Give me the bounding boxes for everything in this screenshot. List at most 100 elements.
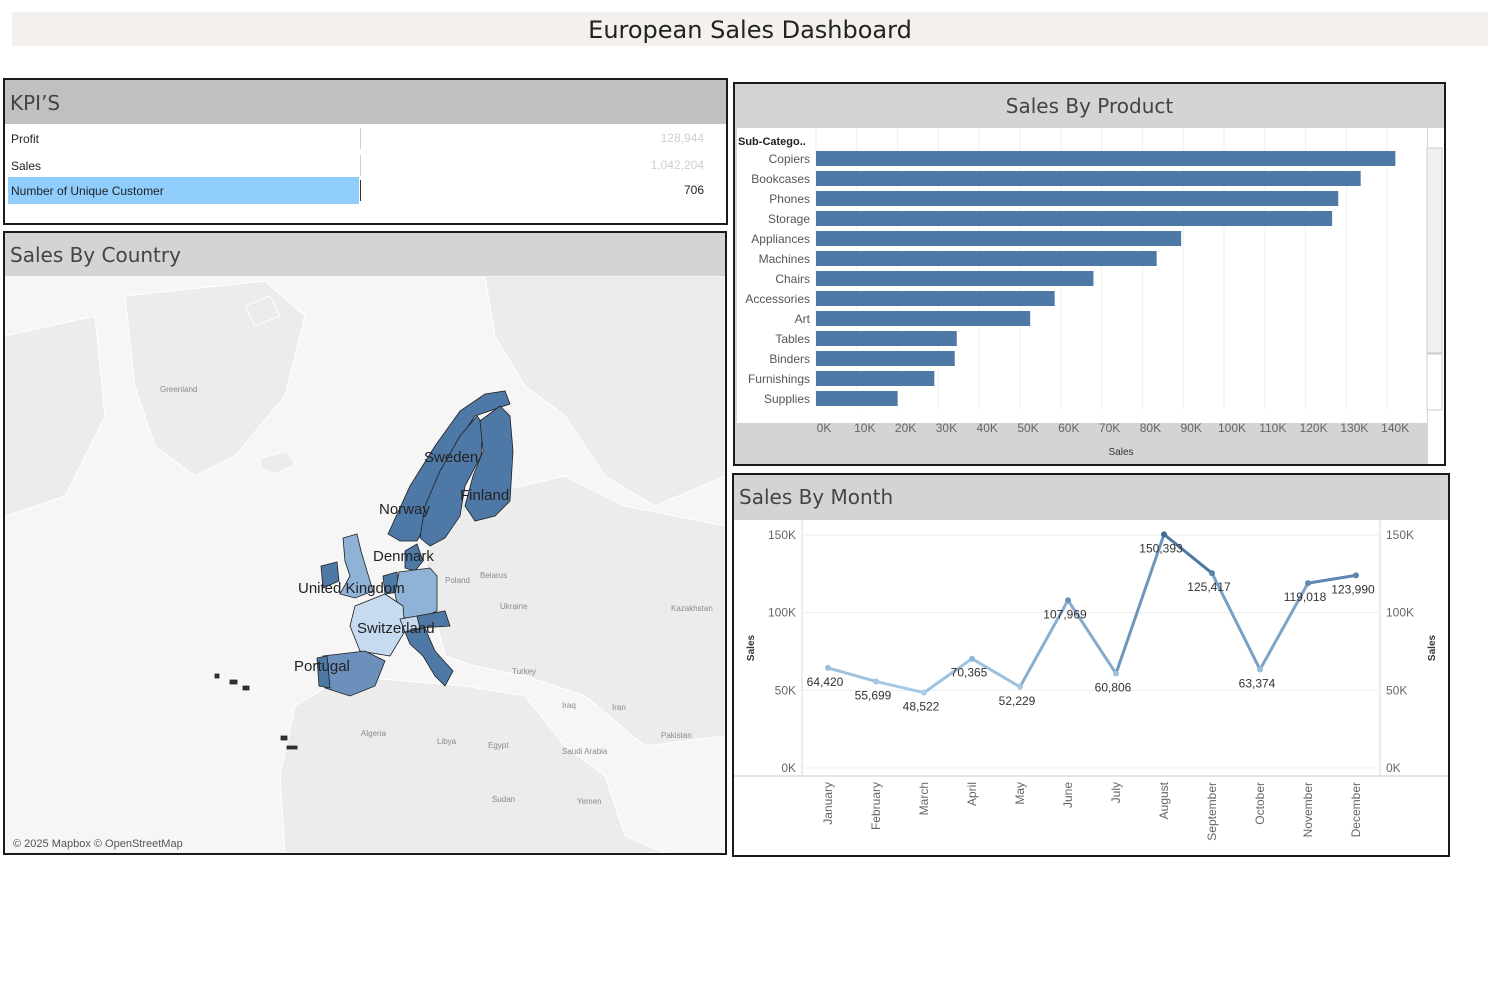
data-point[interactable]: [1161, 531, 1167, 538]
data-point[interactable]: [1257, 666, 1263, 673]
bar[interactable]: [816, 311, 1031, 326]
month-label: September: [1205, 782, 1219, 841]
month-label: February: [869, 782, 883, 830]
kpi-label: Number of Unique Customer: [11, 184, 164, 198]
data-point[interactable]: [1065, 597, 1071, 604]
data-point[interactable]: [825, 664, 831, 671]
country-label-portugal: Portugal: [294, 658, 350, 675]
data-point[interactable]: [969, 655, 975, 662]
map-label: Yemen: [577, 797, 602, 806]
island: [229, 679, 238, 685]
month-label: March: [917, 782, 931, 815]
map-label: Algeria: [361, 729, 386, 738]
category-label: Phones: [769, 192, 810, 206]
island: [242, 685, 250, 691]
category-label: Appliances: [751, 232, 810, 246]
country-france: [349, 593, 406, 657]
month-line-segments: [826, 532, 1358, 695]
bar[interactable]: [816, 351, 955, 366]
x-tick-label: 40K: [977, 421, 998, 435]
data-point[interactable]: [1113, 670, 1119, 677]
month-left-y-title: Sales: [746, 634, 757, 661]
month-line-chart[interactable]: 0K 0K 50K 50K 100K 100K 150K 150K Sales Sales 6…: [734, 520, 1448, 855]
bar[interactable]: [816, 291, 1055, 306]
data-point[interactable]: [1209, 570, 1215, 577]
month-right-y-title: Sales: [1427, 634, 1438, 661]
line-segment: [1066, 598, 1118, 676]
sales-by-product-panel: Sales By Product Sub-Catego.. Copiers Boo…: [733, 82, 1446, 466]
right-y-tick-label: 50K: [1386, 683, 1407, 697]
line-segment: [1162, 532, 1214, 575]
x-tick-label: 20K: [895, 421, 916, 435]
country-denmark: [404, 543, 424, 572]
data-point[interactable]: [1017, 683, 1023, 690]
bar[interactable]: [816, 171, 1361, 186]
map-label: Iraq: [562, 701, 576, 710]
map-background-labels: Greenland Poland Belarus Ukraine Kazakhs…: [160, 385, 713, 806]
kpi-title: KPI’S: [10, 91, 61, 115]
island: [280, 735, 288, 741]
category-label: Bookcases: [751, 172, 810, 186]
map-label: Ukraine: [500, 602, 528, 611]
month-label: August: [1157, 781, 1171, 819]
kpi-row-unique-customers[interactable]: Number of Unique Customer 706: [8, 177, 708, 204]
kpi-row-profit[interactable]: Profit 128,944: [8, 125, 708, 152]
category-label: Copiers: [769, 152, 810, 166]
kpi-bar-marker: [360, 180, 361, 201]
x-tick-label: 70K: [1099, 421, 1120, 435]
scrollbar-track[interactable]: [1426, 147, 1443, 354]
data-label: 150,393: [1139, 541, 1183, 555]
island: [286, 745, 298, 750]
category-label: Furnishings: [748, 372, 810, 386]
x-tick-label: 80K: [1140, 421, 1161, 435]
map-countries[interactable]: [214, 390, 514, 750]
bar[interactable]: [816, 191, 1339, 206]
category-label: Art: [795, 312, 811, 326]
dashboard-title-bar: European Sales Dashboard: [12, 12, 1488, 46]
kpi-header: KPI’S: [5, 80, 726, 124]
data-label: 107,969: [1043, 607, 1087, 621]
bar[interactable]: [816, 331, 957, 346]
europe-map[interactable]: Greenland Poland Belarus Ukraine Kazakhs…: [5, 276, 725, 853]
x-tick-label: 130K: [1340, 421, 1368, 435]
bar[interactable]: [816, 391, 898, 406]
bar[interactable]: [816, 151, 1396, 166]
map-label: Pakistan: [661, 731, 692, 740]
data-point[interactable]: [1305, 580, 1311, 587]
data-label: 123,990: [1331, 582, 1375, 596]
country-title: Sales By Country: [10, 243, 181, 267]
map-credit: © 2025 Mapbox © OpenStreetMap: [13, 838, 183, 850]
x-tick-label: 10K: [854, 421, 875, 435]
country-portugal: [316, 655, 331, 689]
map-label: Kazakhstan: [671, 604, 713, 613]
country-spain: [322, 650, 386, 697]
product-category-labels: Copiers Bookcases Phones Storage Appliances M…: [745, 152, 810, 406]
data-point[interactable]: [921, 689, 927, 696]
bar[interactable]: [816, 371, 935, 386]
sales-by-month-panel: Sales By Month 0K 0K 50K 50K 100K 100K 150K 150…: [732, 473, 1450, 857]
country-label-switzerland: Switzerland: [357, 620, 435, 637]
month-label: November: [1301, 782, 1315, 837]
sales-by-country-panel: Sales By Country Greenland Poland Belaru…: [3, 231, 727, 855]
bar[interactable]: [816, 271, 1094, 286]
data-point[interactable]: [1353, 572, 1359, 579]
bar[interactable]: [816, 251, 1157, 266]
bar[interactable]: [816, 211, 1333, 226]
country-uk: [339, 533, 374, 599]
kpi-row-sales[interactable]: Sales 1,042,204: [8, 152, 708, 179]
bar[interactable]: [816, 231, 1182, 246]
left-y-tick-label: 50K: [775, 683, 796, 697]
left-y-tick-label: 150K: [768, 528, 796, 542]
category-label: Binders: [769, 352, 810, 366]
product-bar-chart[interactable]: Sub-Catego.. Copiers Bookcases Phones Stora…: [735, 128, 1444, 464]
line-segment: [1210, 571, 1262, 672]
data-label: 119,018: [1284, 590, 1327, 604]
kpi-label: Sales: [11, 159, 42, 173]
data-point[interactable]: [873, 678, 879, 685]
scrollbar-thumb[interactable]: [1426, 353, 1443, 411]
left-y-tick-label: 100K: [768, 606, 796, 620]
country-italy: [404, 627, 454, 687]
map-country-labels: Sweden Finland Norway Denmark United Kin…: [294, 449, 509, 675]
map-label: Sudan: [492, 795, 515, 804]
month-label: January: [821, 782, 835, 825]
